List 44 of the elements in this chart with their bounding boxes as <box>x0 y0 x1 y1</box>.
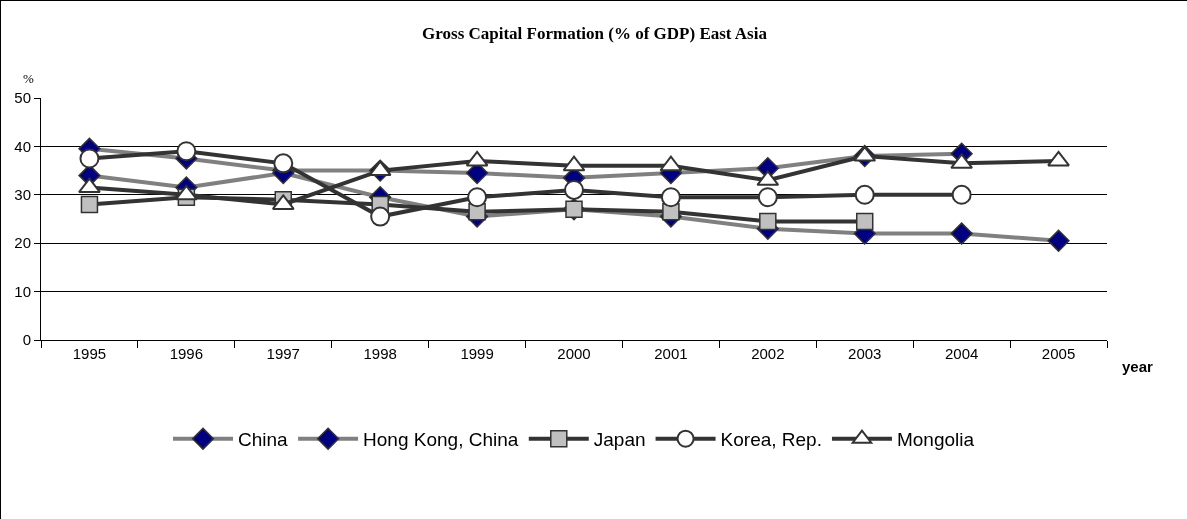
point <box>80 195 99 214</box>
point <box>174 184 198 201</box>
legend-label: Korea, Rep. <box>720 429 822 451</box>
legend-label: Hong Kong, China <box>363 429 519 451</box>
y-tick-label: 40 <box>14 137 31 155</box>
y-tick-label: 50 <box>14 89 31 107</box>
point <box>951 184 972 205</box>
x-axis-title: year <box>1122 358 1154 375</box>
x-tick-label: 2001 <box>654 345 688 362</box>
legend-label: China <box>238 429 289 451</box>
point <box>78 177 101 194</box>
point <box>370 206 391 227</box>
x-tick-label: 1996 <box>169 345 204 362</box>
point <box>855 212 874 231</box>
point <box>562 155 586 172</box>
chart-title: Gross Capital Formation (% of GDP) East Asia <box>422 23 768 43</box>
x-tick-label: 2005 <box>1041 345 1076 362</box>
x-tick-label: 1995 <box>72 345 107 362</box>
legend-label: Mongolia <box>896 429 975 451</box>
y-tick-label: 0 <box>22 331 31 349</box>
point <box>564 179 584 200</box>
x-tick-label: 2000 <box>557 345 591 362</box>
point <box>759 212 777 231</box>
y-axis-title: % <box>23 71 34 86</box>
point <box>467 187 488 208</box>
point <box>79 148 100 169</box>
x-tick-label: 1999 <box>460 345 494 362</box>
point <box>465 150 489 167</box>
x-tick-label: 1997 <box>266 345 300 362</box>
point <box>660 187 681 208</box>
y-tick-label: 10 <box>14 282 31 300</box>
point <box>659 155 683 172</box>
point <box>176 141 197 162</box>
point <box>1047 150 1070 167</box>
point <box>273 153 294 174</box>
x-tick-label: 1998 <box>363 345 397 362</box>
x-tick-label: 2003 <box>848 345 882 362</box>
x-tick-label: 2002 <box>751 345 785 362</box>
y-tick-label: 20 <box>14 234 31 252</box>
point <box>757 187 778 208</box>
point <box>854 184 875 205</box>
x-tick-label: 2004 <box>944 345 979 362</box>
y-tick-label: 30 <box>14 186 31 204</box>
legend-label: Japan <box>593 429 646 451</box>
